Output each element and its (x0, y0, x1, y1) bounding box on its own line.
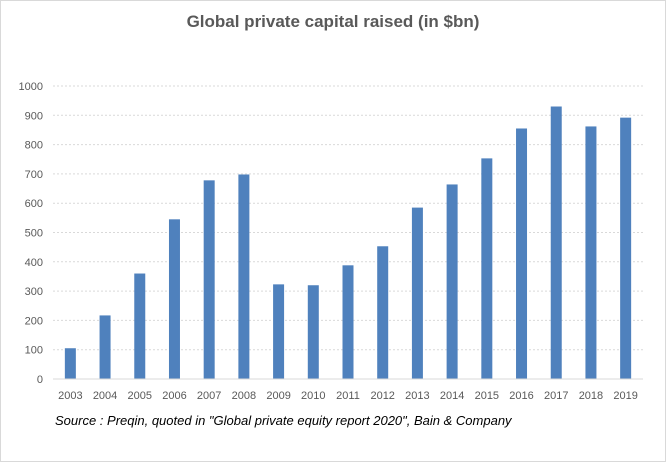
source-note: Source : Preqin, quoted in "Global priva… (55, 413, 512, 428)
bar-2005 (134, 273, 146, 379)
bars (64, 106, 632, 380)
x-tick-label: 2007 (197, 390, 221, 402)
bar-2004 (99, 315, 111, 379)
y-tick-label: 800 (25, 140, 43, 152)
y-tick-label: 400 (25, 257, 43, 269)
y-tick-label: 600 (25, 198, 43, 210)
bar-2019 (620, 117, 632, 380)
x-tick-label: 2005 (128, 390, 152, 402)
x-tick-label: 2017 (544, 390, 568, 402)
x-tick-label: 2014 (440, 390, 464, 402)
x-tick-label: 2013 (405, 390, 429, 402)
bar-2017 (550, 106, 562, 379)
x-tick-label: 2015 (475, 390, 499, 402)
x-tick-label: 2018 (579, 390, 603, 402)
bar-2006 (168, 219, 180, 379)
x-tick-label: 2004 (93, 390, 117, 402)
y-tick-label: 900 (25, 110, 43, 122)
bar-2015 (481, 158, 493, 379)
bar-2008 (238, 174, 250, 379)
bar-2009 (273, 284, 285, 379)
x-tick-label: 2019 (613, 390, 637, 402)
y-tick-label: 200 (25, 315, 43, 327)
x-tick-label: 2010 (301, 390, 325, 402)
y-tick-label: 0 (37, 374, 43, 386)
x-tick-label: 2008 (232, 390, 256, 402)
bar-2013 (411, 207, 423, 379)
y-tick-label: 300 (25, 286, 43, 298)
bar-2007 (203, 180, 215, 379)
y-tick-label: 1000 (19, 81, 43, 93)
chart-title: Global private capital raised (in $bn) (186, 12, 480, 31)
bar-2014 (446, 184, 458, 379)
x-tick-label: 2016 (509, 390, 533, 402)
x-tick-label: 2003 (58, 390, 82, 402)
y-tick-label: 500 (25, 228, 43, 240)
y-axis-labels: 0 100 200 300 400 500 600 700 800 900 1000 (19, 81, 43, 386)
x-tick-label: 2011 (336, 390, 360, 402)
bar-2012 (377, 246, 389, 379)
x-axis-labels: 2003 2004 2005 2006 2007 2008 2009 2010 2011 2012… (58, 390, 638, 402)
y-tick-label: 700 (25, 169, 43, 181)
bar-2016 (516, 128, 528, 379)
x-tick-label: 2009 (266, 390, 290, 402)
x-tick-label: 2006 (162, 390, 186, 402)
x-tick-label: 2012 (370, 390, 394, 402)
bar-2018 (585, 126, 597, 380)
bar-2011 (342, 265, 354, 379)
y-tick-label: 100 (25, 345, 43, 357)
bar-2003 (64, 348, 76, 379)
bar-2010 (307, 285, 319, 379)
